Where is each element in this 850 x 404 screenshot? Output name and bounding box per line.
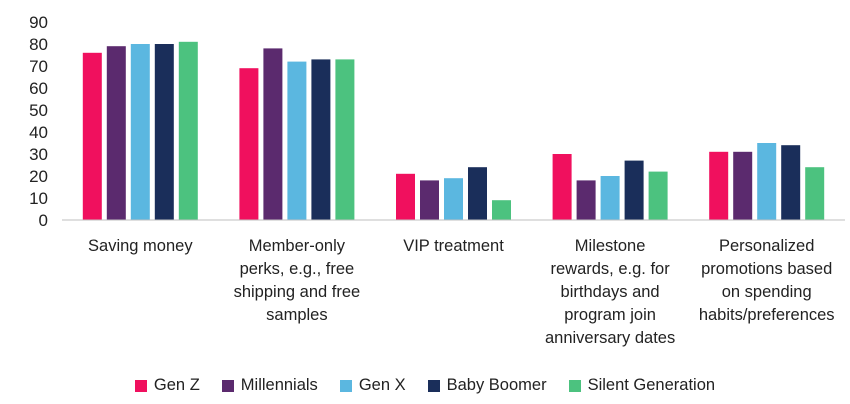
bar: [805, 167, 825, 220]
legend-swatch: [134, 379, 147, 392]
bar: [263, 48, 283, 221]
bar: [130, 44, 150, 220]
x-tick-label: Personalized promotions based on spending h…: [699, 237, 835, 324]
bar: [106, 46, 126, 221]
bar: [552, 154, 572, 220]
legend-item: Gen Z: [134, 376, 200, 395]
legend-swatch: [339, 379, 352, 392]
x-tick-label: VIP treatment: [403, 237, 504, 255]
legend: Gen Z Millennials Gen X Baby Boomer Silent G…: [0, 376, 850, 395]
legend-item: Baby Boomer: [427, 376, 547, 395]
bar: [709, 151, 729, 220]
legend-swatch: [221, 379, 234, 392]
legend-label: Silent Generation: [587, 376, 716, 394]
bar: [420, 180, 439, 220]
x-axis-labels: Saving money Member-only perks, e.g., free…: [88, 237, 835, 347]
y-tick-label: 90: [29, 13, 48, 32]
y-tick-label: 30: [29, 145, 48, 164]
bar: [239, 68, 259, 220]
bar: [178, 41, 198, 220]
y-tick-label: 40: [29, 123, 48, 142]
bars: [82, 41, 825, 221]
y-tick-label: 20: [29, 167, 48, 186]
legend-label: Gen X: [358, 376, 406, 394]
x-tick-label: Member-only perks, e.g., free shipping and…: [234, 237, 361, 324]
bar: [781, 145, 801, 220]
bar: [287, 61, 307, 220]
bar: [600, 176, 620, 220]
legend-item: Millennials: [221, 376, 318, 395]
legend-item: Gen X: [339, 376, 406, 395]
bar: [311, 59, 331, 221]
y-tick-label: 10: [29, 189, 48, 208]
y-tick-label: 60: [29, 79, 48, 98]
y-tick-label: 50: [29, 101, 48, 120]
bar: [733, 151, 753, 220]
bar: [82, 52, 102, 220]
legend-label: Millennials: [240, 376, 318, 394]
bar: [468, 167, 487, 220]
legend-swatch: [427, 379, 440, 392]
bar: [492, 200, 511, 220]
bar: [335, 59, 355, 221]
y-tick-label: 0: [39, 211, 48, 230]
y-tick-label: 70: [29, 57, 48, 76]
bar: [396, 173, 415, 220]
bar: [576, 180, 596, 220]
legend-item: Silent Generation: [568, 376, 716, 395]
legend-label: Baby Boomer: [446, 376, 547, 394]
y-tick-label: 80: [29, 35, 48, 54]
legend-label: Gen Z: [153, 376, 200, 394]
y-axis: 0 10 20 30 40 50 60 70 80 90: [29, 13, 48, 230]
legend-swatch: [568, 379, 581, 392]
bar: [624, 160, 644, 220]
bar: [154, 44, 174, 220]
x-tick-label: Milestone rewards, e.g. for birthdays and p…: [545, 237, 675, 347]
x-tick-label: Saving money: [88, 237, 193, 255]
bar: [444, 178, 463, 220]
bar: [648, 171, 668, 220]
bar: [757, 143, 777, 220]
